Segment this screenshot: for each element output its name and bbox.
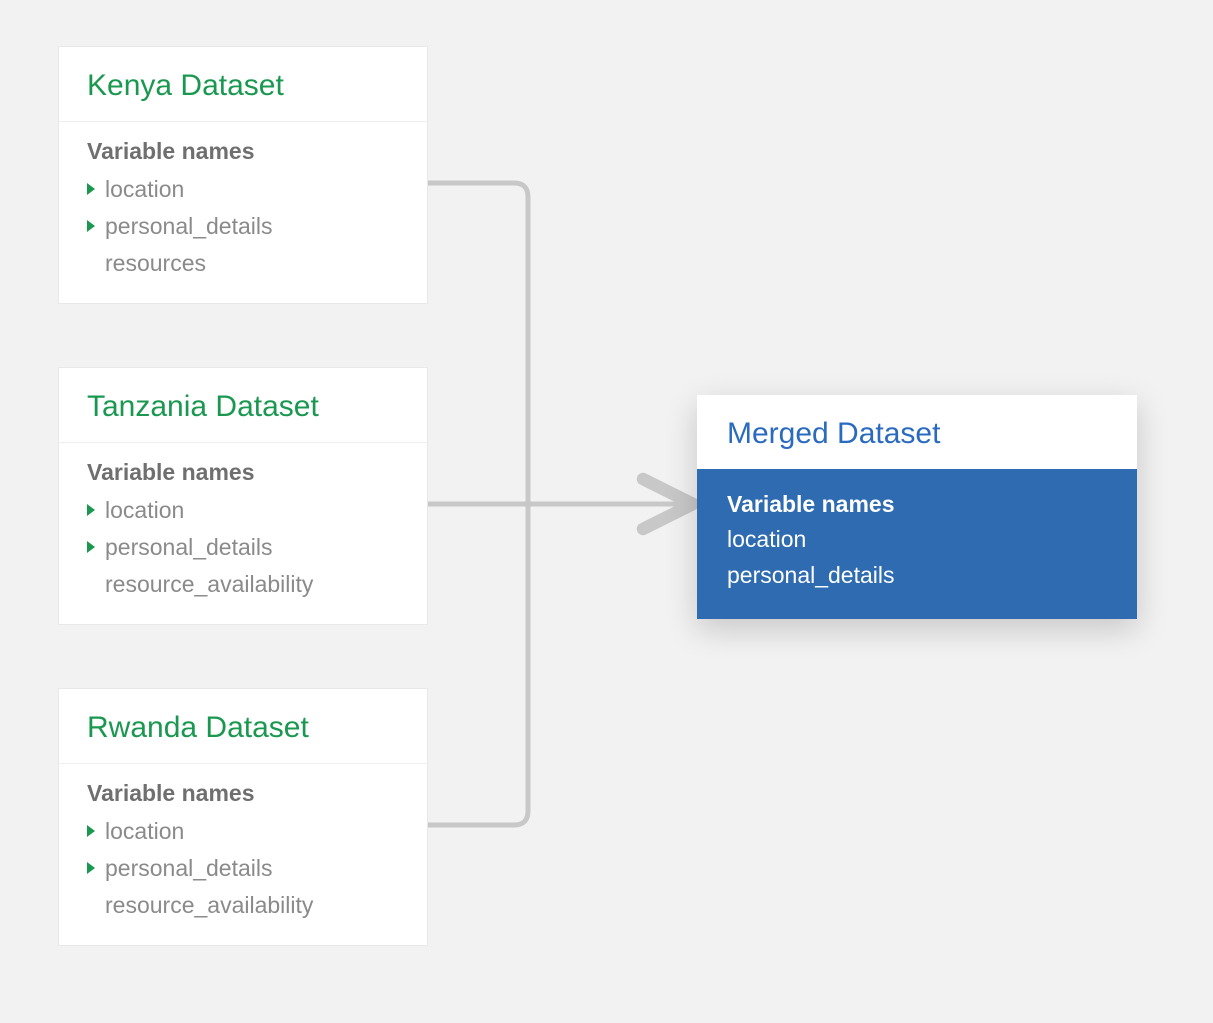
variable-item: resources	[87, 245, 399, 282]
source-body: Variable names location personal_details…	[59, 443, 427, 624]
variable-item: location	[87, 492, 399, 529]
variables-heading: Variable names	[87, 138, 399, 165]
source-body: Variable names location personal_details…	[59, 764, 427, 945]
variable-item: personal_details	[87, 850, 399, 887]
variables-heading: Variable names	[87, 459, 399, 486]
merged-card: Merged Dataset Variable names location p…	[697, 395, 1137, 619]
diagram-canvas: Kenya Dataset Variable names location pe…	[0, 0, 1213, 1023]
variable-item: location	[87, 171, 399, 208]
variable-item: location	[727, 522, 1107, 558]
merged-title: Merged Dataset	[697, 395, 1137, 469]
variable-item: resource_availability	[87, 887, 399, 924]
variable-item: resource_availability	[87, 566, 399, 603]
source-card-rwanda: Rwanda Dataset Variable names location p…	[58, 688, 428, 946]
source-card-tanzania: Tanzania Dataset Variable names location…	[58, 367, 428, 625]
variable-item: location	[87, 813, 399, 850]
variable-item: personal_details	[87, 208, 399, 245]
variables-heading: Variable names	[727, 491, 1107, 518]
source-body: Variable names location personal_details…	[59, 122, 427, 303]
source-title: Rwanda Dataset	[59, 689, 427, 764]
merged-body: Variable names location personal_details	[697, 469, 1137, 619]
source-title: Tanzania Dataset	[59, 368, 427, 443]
source-card-kenya: Kenya Dataset Variable names location pe…	[58, 46, 428, 304]
variable-item: personal_details	[87, 529, 399, 566]
variables-heading: Variable names	[87, 780, 399, 807]
source-title: Kenya Dataset	[59, 47, 427, 122]
variable-item: personal_details	[727, 558, 1107, 594]
